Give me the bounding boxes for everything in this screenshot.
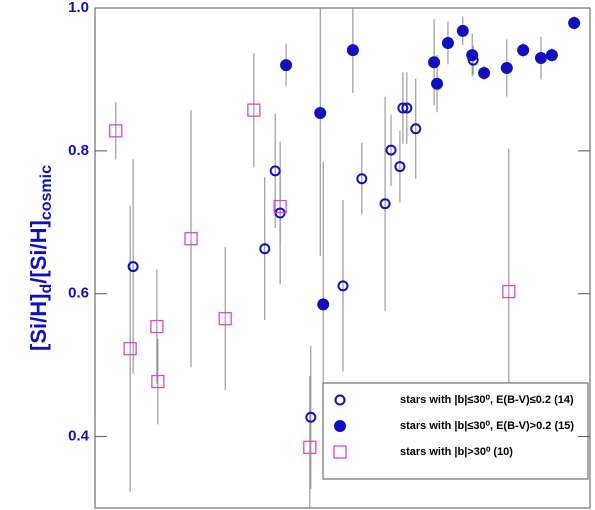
- point: [127, 261, 139, 273]
- point: [333, 445, 347, 459]
- point: [385, 144, 397, 156]
- point: [273, 199, 287, 214]
- point: [568, 17, 581, 29]
- point: [428, 56, 441, 69]
- point: [151, 374, 165, 389]
- y-tick-label: 0.8: [68, 142, 89, 159]
- legend-box: [322, 382, 589, 480]
- point: [123, 342, 137, 356]
- point: [346, 44, 359, 57]
- points: [109, 17, 581, 454]
- point: [534, 52, 547, 64]
- y-tick-label: 0.6: [68, 285, 89, 302]
- point: [441, 37, 454, 49]
- point: [184, 232, 198, 246]
- point: [410, 123, 422, 135]
- point: [431, 77, 444, 90]
- point: [500, 62, 513, 74]
- point: [269, 165, 281, 177]
- point: [303, 440, 317, 454]
- point: [379, 198, 391, 210]
- point: [314, 107, 327, 119]
- y-tick-label: 0.4: [68, 428, 90, 445]
- point: [305, 411, 317, 423]
- point: [247, 103, 261, 117]
- point: [280, 59, 293, 72]
- point: [502, 284, 516, 299]
- point: [317, 298, 330, 311]
- point: [218, 312, 232, 326]
- point: [456, 24, 469, 37]
- point: [401, 102, 413, 114]
- point: [334, 394, 346, 406]
- point: [517, 44, 530, 57]
- point: [394, 161, 406, 173]
- point: [478, 67, 491, 79]
- point: [259, 243, 271, 255]
- y-axis-label: [Si/H]d/[Si/H]cosmic: [26, 165, 55, 351]
- point: [337, 280, 349, 292]
- y-tick-label: 1.0: [68, 0, 89, 16]
- point: [356, 173, 368, 185]
- legend-label: stars with |b|≤30⁰, E(B-V)≤0.2 (14): [400, 394, 574, 406]
- point: [109, 124, 123, 138]
- point: [334, 420, 346, 432]
- legend-label: stars with |b|≤30⁰, E(B-V)>0.2 (15): [400, 420, 574, 432]
- point: [466, 49, 479, 62]
- plot-frame: [94, 7, 591, 509]
- point: [545, 49, 558, 62]
- point: [150, 319, 164, 334]
- point: [397, 102, 409, 114]
- legend-label: stars with |b|>30⁰ (10): [400, 446, 513, 458]
